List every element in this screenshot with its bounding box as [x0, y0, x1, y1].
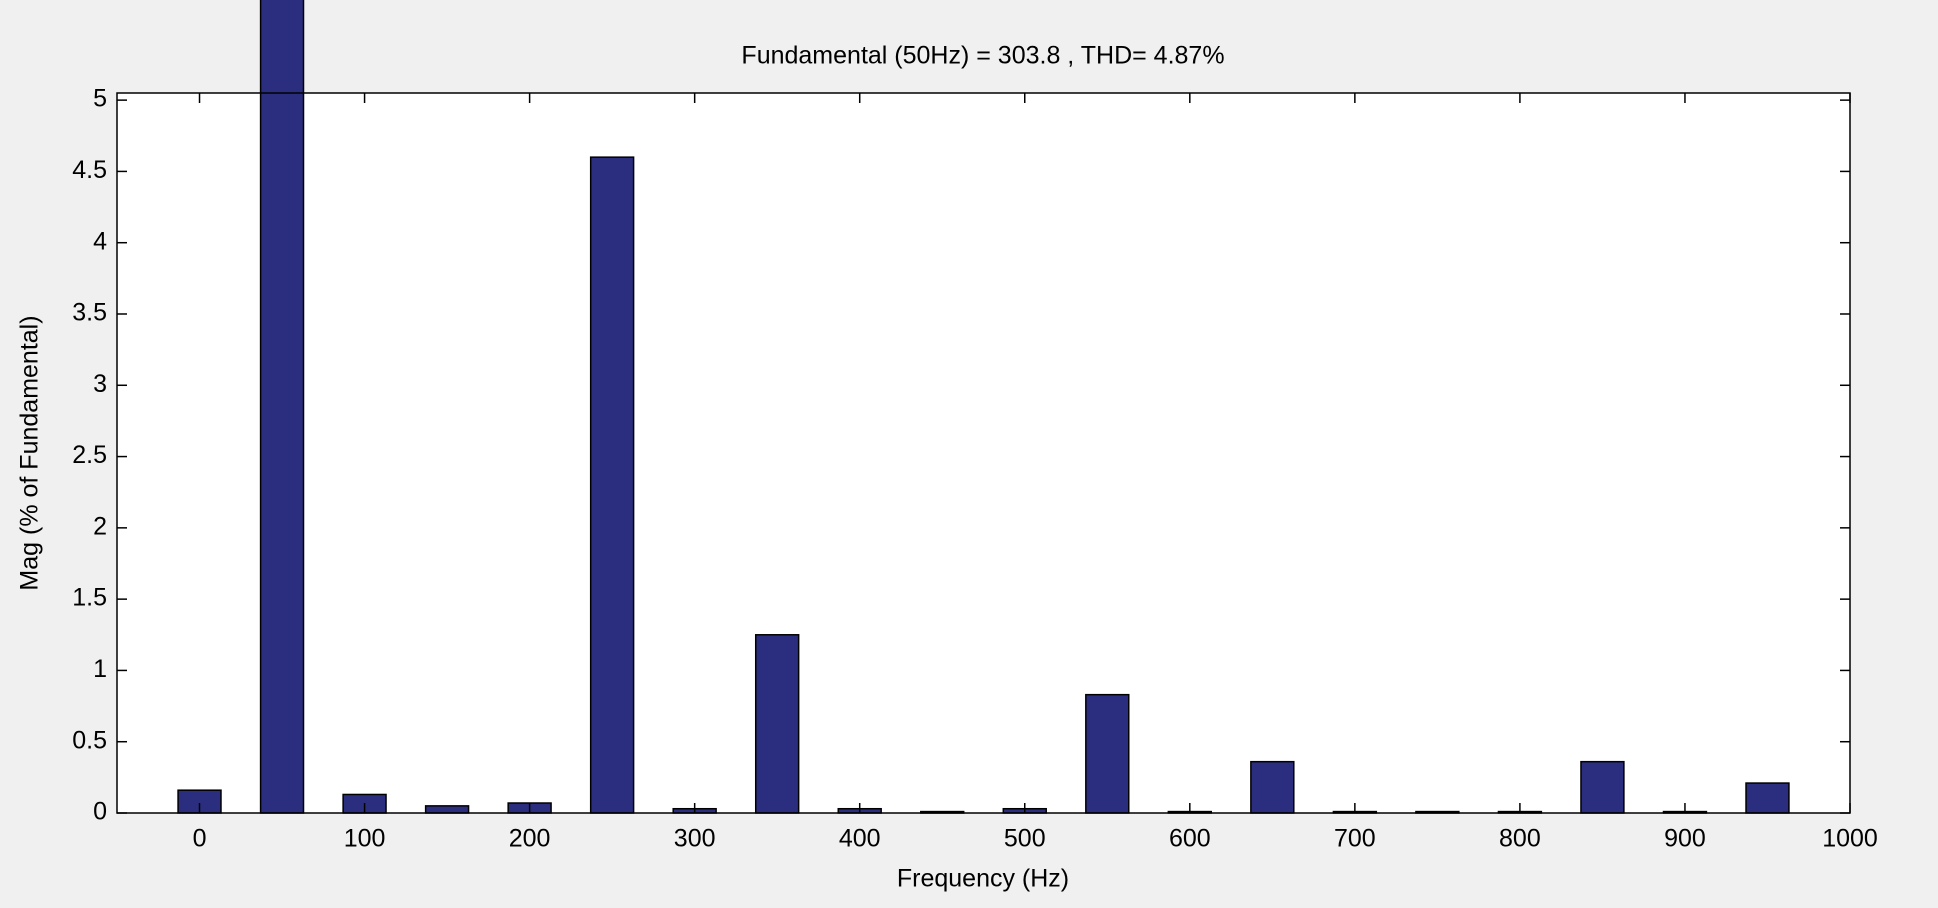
y-tick-label: 1.5	[72, 584, 107, 612]
y-tick-label: 2.5	[72, 441, 107, 469]
y-tick-label: 0	[93, 798, 107, 826]
x-tick-label: 700	[1334, 825, 1376, 853]
bar	[424, 805, 470, 814]
plot-area	[117, 93, 1850, 813]
x-tick-label: 100	[344, 825, 386, 853]
bar	[259, 0, 305, 814]
y-tick-label: 3.5	[72, 299, 107, 327]
bar	[1745, 782, 1790, 814]
x-tick-label: 800	[1499, 825, 1541, 853]
x-tick-label: 400	[839, 825, 881, 853]
axes-box	[116, 92, 1851, 814]
x-tick-label: 300	[674, 825, 716, 853]
y-tick-label: 4	[93, 227, 107, 255]
y-tick-label: 1	[93, 655, 107, 683]
bar	[1250, 760, 1295, 814]
x-tick-label: 500	[1004, 825, 1046, 853]
x-tick-label: 0	[193, 825, 207, 853]
y-tick-label: 4.5	[72, 156, 107, 184]
x-tick-label: 900	[1664, 825, 1706, 853]
y-tick-label: 0.5	[72, 726, 107, 754]
bar	[1085, 693, 1130, 814]
x-tick-label: 1000	[1822, 825, 1878, 853]
x-axis-label: Frequency (Hz)	[897, 865, 1069, 893]
chart-title: Fundamental (50Hz) = 303.8 , THD= 4.87%	[741, 42, 1224, 70]
x-tick-label: 200	[509, 825, 551, 853]
y-tick-label: 2	[93, 512, 107, 540]
x-tick-label: 600	[1169, 825, 1211, 853]
y-axis-label: Mag (% of Fundamental)	[16, 315, 44, 590]
y-tick-label: 5	[93, 85, 107, 113]
bar	[754, 634, 800, 814]
y-tick-label: 3	[93, 370, 107, 398]
bar	[1580, 760, 1625, 814]
bar	[589, 156, 635, 814]
